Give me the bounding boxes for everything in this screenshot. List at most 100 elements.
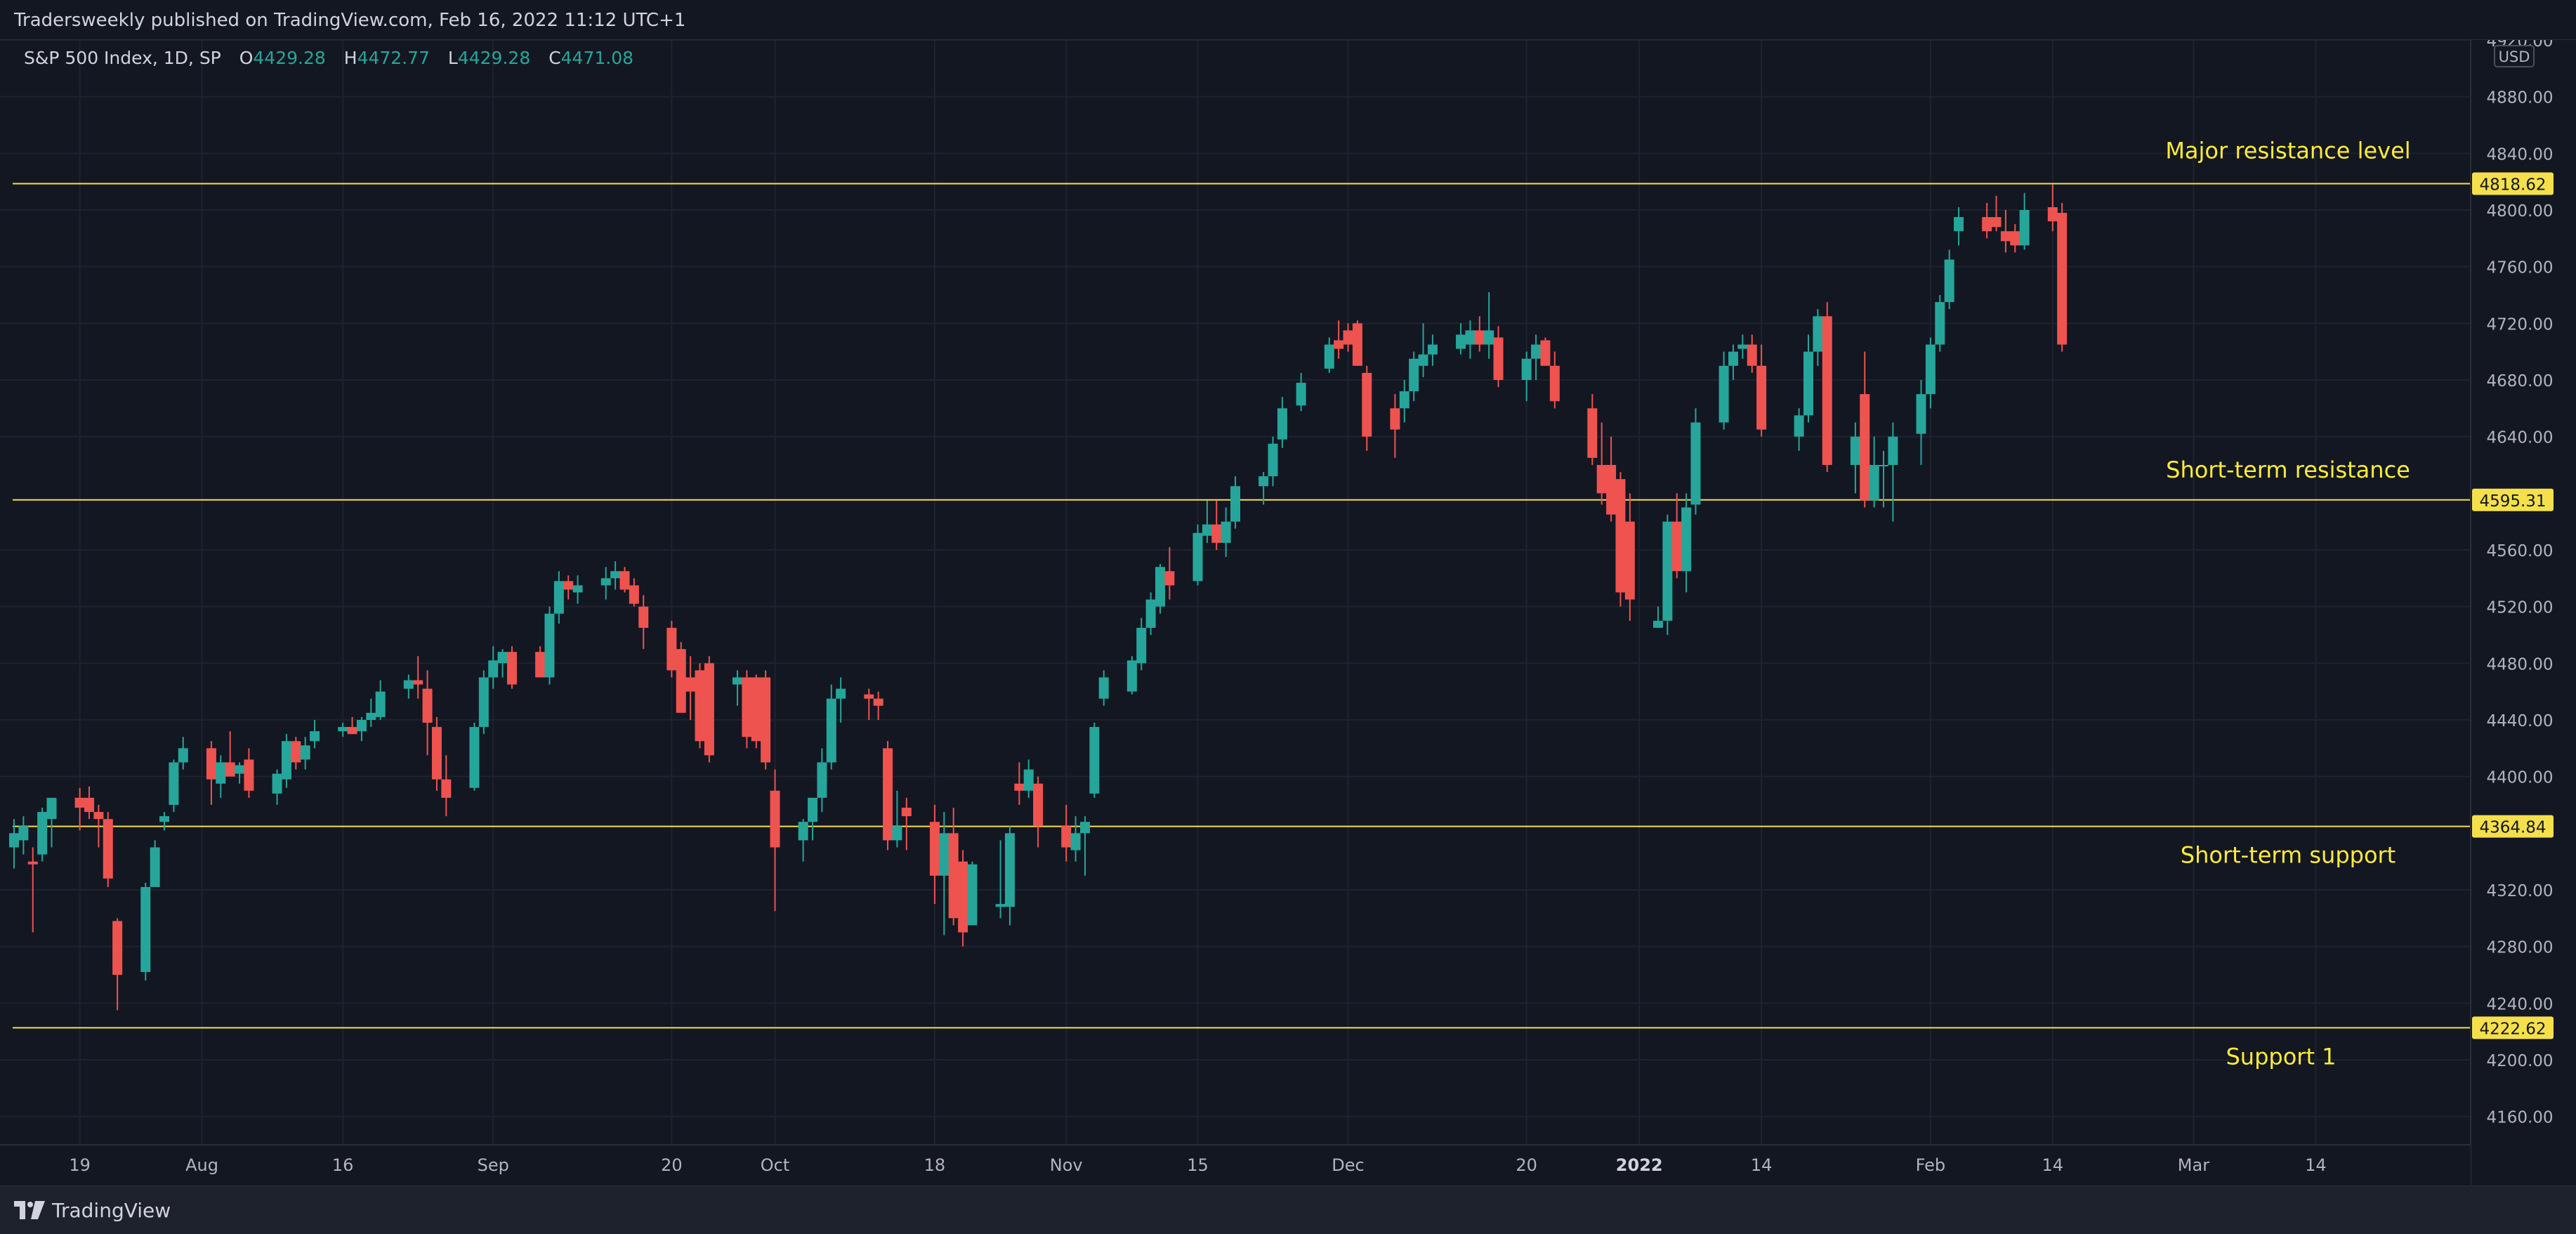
candle-body-85 xyxy=(1126,660,1137,692)
candle-body-45 xyxy=(600,578,611,586)
candle-body-109 xyxy=(1456,334,1466,349)
candle-body-99 xyxy=(1324,344,1334,369)
candle-body-21 xyxy=(281,741,291,780)
candle-body-77 xyxy=(1014,783,1025,791)
candle-body-46 xyxy=(610,571,621,579)
candle-body-86 xyxy=(1136,627,1147,664)
candle-body-13 xyxy=(169,762,179,805)
candle-body-91 xyxy=(1202,524,1212,536)
price-tick-2: 4240.00 xyxy=(2486,995,2553,1013)
candle-body-80 xyxy=(1061,826,1072,848)
candle-body-19 xyxy=(244,759,254,791)
candle-body-61 xyxy=(808,797,818,822)
candle-body-111 xyxy=(1474,330,1485,345)
candle-body-31 xyxy=(413,680,423,685)
candle-body-71 xyxy=(939,833,949,876)
candle-body-58 xyxy=(761,677,771,763)
candle-body-112 xyxy=(1484,330,1494,345)
time-tick-7: Nov xyxy=(1050,1155,1083,1175)
candle-body-49 xyxy=(638,606,649,628)
candle-body-90 xyxy=(1192,532,1203,582)
candle-body-121 xyxy=(1615,479,1626,593)
time-tick-2: 16 xyxy=(332,1155,354,1175)
level-annotation-0: Major resistance level xyxy=(2165,137,2410,164)
candle-body-130 xyxy=(1737,344,1748,349)
candle-body-47 xyxy=(619,571,630,590)
tradingview-logo[interactable]: TradingView xyxy=(14,1197,171,1223)
candle-body-152 xyxy=(2047,206,2058,222)
candle-body-60 xyxy=(798,822,808,841)
level-annotation-2: Short-term support xyxy=(2181,842,2396,869)
candle-body-3 xyxy=(37,812,48,855)
candle-body-149 xyxy=(2000,231,2011,242)
candle-body-14 xyxy=(178,748,188,763)
candle-body-119 xyxy=(1596,465,1607,494)
candle-body-10 xyxy=(140,886,151,972)
candle-body-23 xyxy=(300,745,310,760)
candle-body-89 xyxy=(1164,571,1175,586)
time-tick-1: Aug xyxy=(185,1155,218,1175)
level-annotation-3: Support 1 xyxy=(2226,1043,2336,1070)
level-price-label-2: 4364.84 xyxy=(2479,819,2546,837)
price-tick-0: 4160.00 xyxy=(2486,1109,2553,1127)
level-price-label-0: 4818.62 xyxy=(2479,176,2546,194)
candle-body-40 xyxy=(535,652,546,678)
candle-body-123 xyxy=(1652,620,1663,628)
candle-body-81 xyxy=(1070,833,1081,851)
price-tick-14: 4800.00 xyxy=(2486,202,2553,221)
candle-body-8 xyxy=(103,819,113,879)
legend-close-value: 4471.08 xyxy=(561,48,633,68)
candle-body-22 xyxy=(291,741,301,763)
price-tick-16: 4880.00 xyxy=(2486,89,2553,107)
candlestick-chart[interactable]: Major resistance level Short-term resista… xyxy=(0,40,2576,1186)
candle-body-92 xyxy=(1211,524,1222,543)
time-axis[interactable]: 19 Aug 16 Sep 20 Oct 18 Nov 15 Dec 20 2022 14 Feb 14 Ma… xyxy=(0,1144,2471,1186)
price-tick-13: 4760.00 xyxy=(2486,259,2553,277)
time-axis-background xyxy=(0,1145,2471,1186)
candle-body-18 xyxy=(235,765,245,774)
price-tick-9: 4560.00 xyxy=(2486,542,2553,560)
candle-body-116 xyxy=(1540,340,1551,366)
legend-high-value: 4472.77 xyxy=(357,48,430,68)
candle-body-30 xyxy=(403,680,414,689)
candle-body-117 xyxy=(1549,365,1560,402)
time-tick-6: 18 xyxy=(924,1155,946,1175)
legend-high-label: H xyxy=(344,48,357,68)
candle-body-26 xyxy=(347,727,357,735)
candle-body-51 xyxy=(676,649,686,713)
candle-body-124 xyxy=(1662,521,1673,621)
candle-body-5 xyxy=(74,797,85,808)
candle-body-66 xyxy=(873,698,883,706)
price-tick-8: 4520.00 xyxy=(2486,599,2553,617)
candle-body-75 xyxy=(995,904,1006,907)
candle-body-29 xyxy=(375,691,386,717)
price-axis[interactable]: 4160.00 4200.00 4240.00 4280.00 4320.00 4400.… xyxy=(2470,40,2576,1186)
candle-body-52 xyxy=(685,677,696,692)
candle-body-118 xyxy=(1587,408,1598,458)
price-tick-15: 4840.00 xyxy=(2486,145,2553,164)
candle-body-15 xyxy=(206,748,216,780)
candle-body-87 xyxy=(1145,599,1156,628)
candle-body-140 xyxy=(1879,465,1889,466)
candle-body-69 xyxy=(901,808,912,817)
tradingview-logo-icon xyxy=(14,1201,45,1219)
candle-body-133 xyxy=(1794,415,1804,437)
price-tick-1: 4200.00 xyxy=(2486,1052,2553,1070)
level-annotations: Major resistance level Short-term resista… xyxy=(2165,137,2410,1070)
candle-body-114 xyxy=(1521,358,1532,380)
candle-body-6 xyxy=(84,797,95,813)
candle-body-72 xyxy=(948,833,959,919)
candle-body-2 xyxy=(27,861,38,865)
tradingview-brand: TradingView xyxy=(52,1198,171,1222)
candle-body-88 xyxy=(1155,567,1165,607)
candle-body-64 xyxy=(836,688,846,699)
price-tick-7: 4480.00 xyxy=(2486,655,2553,674)
candle-body-4 xyxy=(46,797,57,820)
candle-body-63 xyxy=(826,698,836,763)
candle-body-139 xyxy=(1869,465,1879,501)
candle-body-79 xyxy=(1033,783,1044,827)
candle-body-143 xyxy=(1925,344,1936,395)
candle-body-7 xyxy=(93,812,104,820)
candle-body-122 xyxy=(1624,521,1635,600)
candle-body-16 xyxy=(216,762,226,784)
